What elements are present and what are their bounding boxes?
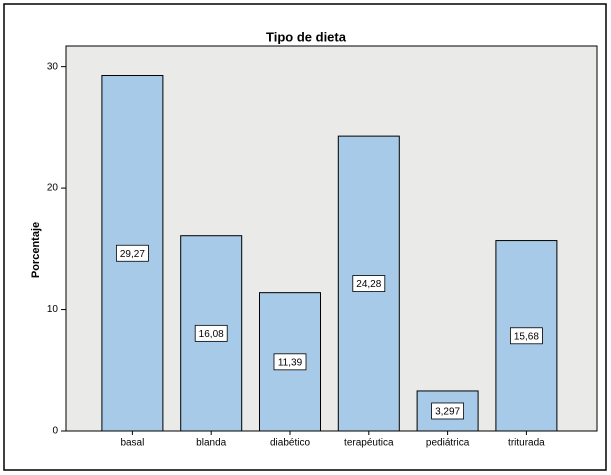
x-tick-label: diabético xyxy=(270,438,310,449)
bar xyxy=(259,292,321,432)
value-label-box xyxy=(194,324,228,342)
y-tick-label: 30 xyxy=(47,61,59,72)
value-label-box xyxy=(273,353,307,371)
y-tick-label: 10 xyxy=(47,304,59,315)
y-tick-label: 0 xyxy=(52,426,58,437)
x-tick-label: pediátrica xyxy=(426,438,470,449)
value-label: 29,27 xyxy=(120,249,145,260)
y-tick-label: 20 xyxy=(47,183,59,194)
value-label: 11,39 xyxy=(278,357,303,368)
x-tick-label: blanda xyxy=(196,438,226,449)
value-label-box xyxy=(509,327,543,345)
x-tick-label: triturada xyxy=(508,438,545,449)
value-label-box xyxy=(431,402,465,420)
value-label: 24,28 xyxy=(356,279,381,290)
chart-title: Tipo de dieta xyxy=(266,29,347,44)
value-label-box xyxy=(352,275,386,292)
x-tick-label: terapéutica xyxy=(344,438,394,449)
value-label-box xyxy=(116,244,149,262)
y-axis-label: Porcentaje xyxy=(30,222,42,278)
value-label: 16,08 xyxy=(199,329,224,340)
value-label: 15,68 xyxy=(514,331,539,342)
value-label: 3,297 xyxy=(435,407,460,418)
x-tick-label: basal xyxy=(120,438,144,449)
